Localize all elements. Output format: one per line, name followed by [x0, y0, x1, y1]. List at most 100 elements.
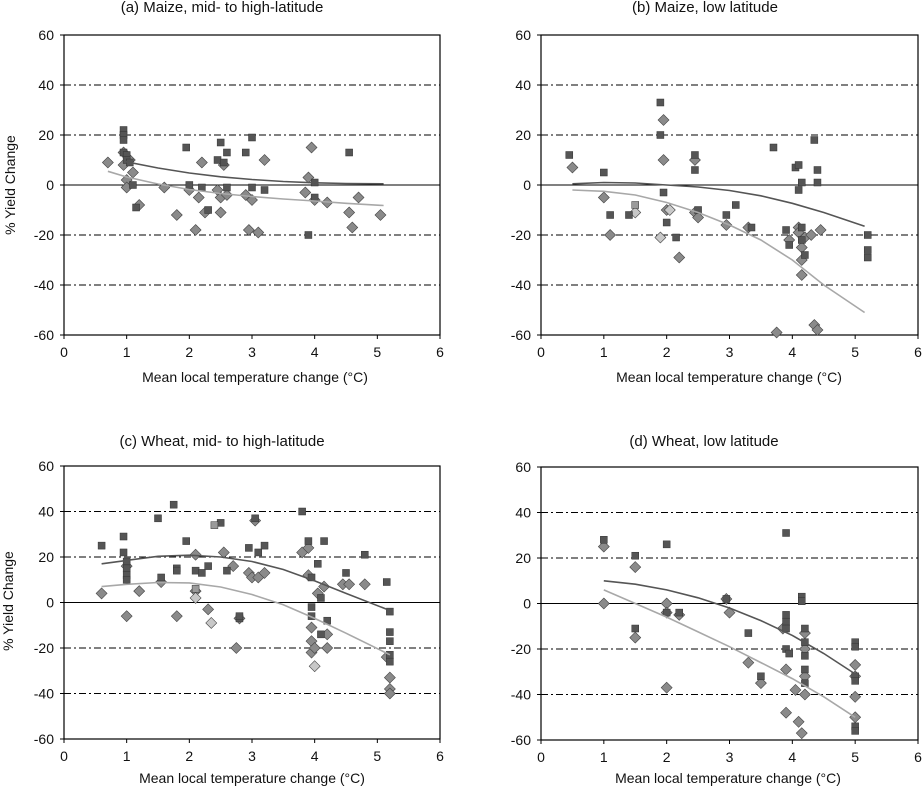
square-point-light	[191, 585, 200, 593]
diamond-point	[383, 671, 396, 684]
square-point	[213, 156, 222, 164]
square-point	[182, 537, 190, 545]
diamond-point	[195, 156, 208, 169]
square-point	[216, 519, 225, 527]
square-point	[191, 566, 200, 575]
square-point	[157, 573, 165, 582]
diamond-point	[789, 684, 802, 696]
square-point	[314, 560, 322, 568]
diamond-point	[849, 659, 862, 671]
square-point	[251, 514, 259, 523]
square-point	[386, 637, 394, 645]
panel-a-ylabel: % Yield Change	[2, 135, 18, 235]
x-tick-label: 2	[185, 748, 193, 764]
diamond-point	[792, 715, 805, 728]
diamond-point	[770, 326, 783, 339]
diamond-point	[258, 567, 271, 579]
diamond-point	[604, 229, 617, 241]
panel-a-title: (a) Maize, mid- to high-latitude	[121, 0, 324, 16]
square-point	[798, 236, 806, 244]
square-point	[631, 624, 639, 633]
square-point	[154, 514, 162, 523]
y-tick-label: -20	[34, 640, 54, 656]
square-point	[785, 649, 793, 658]
x-tick-label: 5	[851, 344, 859, 360]
y-tick-label: 0	[523, 596, 531, 612]
y-tick-label: 40	[38, 504, 54, 520]
diamond-point	[242, 224, 255, 236]
square-point	[342, 569, 350, 577]
y-tick-label: 20	[515, 550, 531, 566]
panel-b-plot: 60 40 20 0 -20 -40 -60 0 1 2 3 4 5 6	[511, 27, 922, 360]
square-point	[223, 566, 231, 575]
panel-d-title: (d) Wheat, low latitude	[629, 433, 778, 450]
square-point	[606, 211, 614, 219]
diamond-point	[657, 114, 670, 126]
square-point	[235, 612, 244, 620]
square-point	[216, 138, 225, 147]
panel-d-plot: 60 40 20 0 -20 -40 -60 0 1 2 3 4 5 6	[511, 459, 922, 765]
x-tick-label: 3	[248, 344, 256, 360]
square-point	[662, 218, 671, 227]
fit-curve-dark	[101, 554, 391, 612]
diamond-point	[597, 540, 610, 553]
diamond-point	[127, 166, 139, 179]
y-tick-label: 20	[515, 127, 531, 143]
square-point	[782, 226, 790, 234]
y-tick-label: 60	[515, 27, 531, 43]
y-tick-label: 20	[38, 127, 54, 143]
y-tick-label: -20	[511, 227, 531, 243]
x-tick-label: 4	[788, 749, 796, 765]
square-point	[794, 186, 803, 194]
y-tick-label: 40	[515, 77, 531, 93]
square-point	[307, 573, 316, 582]
y-tick-label: -60	[34, 327, 54, 343]
fit-curve-light	[603, 589, 856, 718]
square-point	[769, 143, 778, 152]
diamond-point	[95, 587, 108, 600]
square-point	[625, 211, 633, 219]
square-point	[307, 603, 316, 611]
square-point	[198, 183, 206, 192]
diamond-point	[321, 642, 334, 654]
square-point	[798, 597, 806, 605]
y-tick-label: 60	[515, 459, 531, 475]
square-point	[656, 98, 665, 107]
square-point	[798, 178, 806, 187]
diamond-point	[352, 191, 365, 204]
x-tick-label: 2	[663, 749, 671, 765]
diamond-point	[192, 191, 205, 204]
square-point	[744, 629, 753, 637]
x-tick-label: 1	[600, 749, 608, 765]
diamond-point	[305, 621, 318, 634]
diamond-point	[811, 324, 824, 336]
square-point	[298, 507, 306, 516]
diamond-point	[170, 610, 183, 623]
square-point	[851, 677, 859, 685]
x-tick-label: 1	[600, 344, 608, 360]
square-point	[382, 578, 391, 586]
square-point	[659, 188, 668, 197]
square-point	[169, 500, 178, 509]
square-point	[662, 540, 671, 549]
diamond-point	[305, 141, 318, 154]
square-point	[600, 168, 608, 177]
square-point	[204, 206, 212, 214]
x-tick-label: 6	[436, 748, 444, 764]
square-point	[119, 548, 128, 557]
diamond-point	[692, 211, 705, 224]
diamond-point	[660, 681, 673, 694]
diamond-point	[597, 191, 610, 204]
diamond-point-light	[205, 617, 218, 629]
diamond-point	[566, 161, 579, 174]
square-point	[122, 564, 131, 573]
square-point	[672, 233, 680, 242]
y-tick-label: 40	[38, 77, 54, 93]
square-point	[801, 251, 809, 259]
x-tick-label: 6	[914, 344, 922, 360]
x-tick-label: 1	[123, 748, 131, 764]
y-tick-label: -40	[34, 277, 54, 293]
x-tick-label: 0	[537, 749, 545, 765]
square-point	[248, 133, 256, 142]
square-point	[782, 617, 790, 626]
